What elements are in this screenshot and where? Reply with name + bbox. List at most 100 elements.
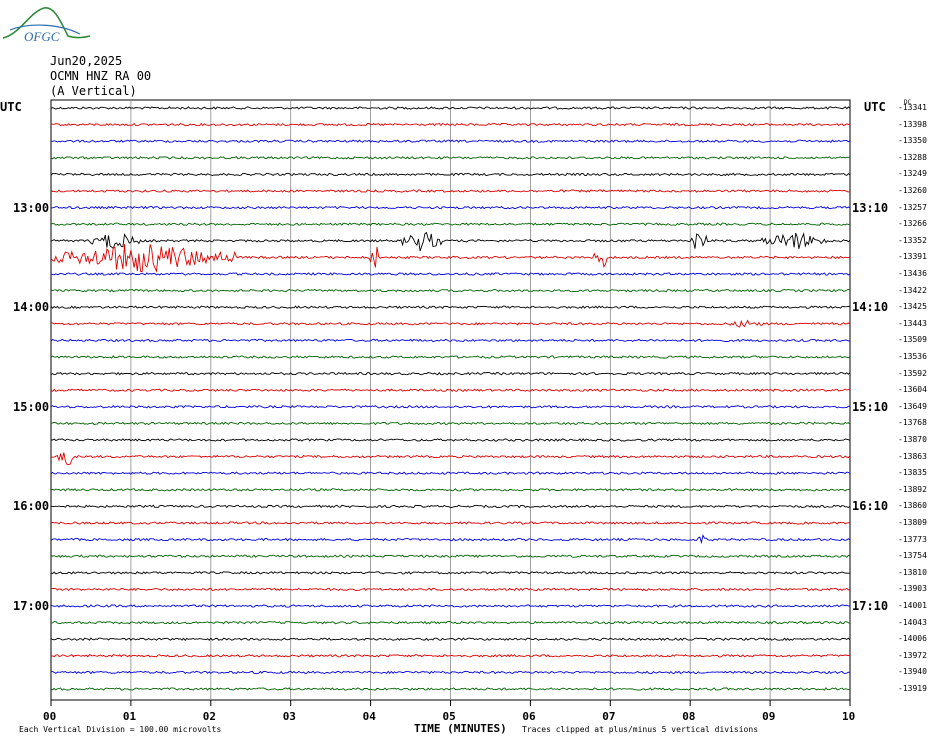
x-tick-label: 00: [43, 710, 57, 723]
trace-line-23: [50, 488, 851, 492]
trace-offset-label: -13422: [898, 285, 927, 295]
trace-line-30: [50, 604, 851, 608]
x-tick-label: 09: [762, 710, 776, 723]
trace-line-35: [50, 687, 850, 691]
trace-line-13: [50, 319, 851, 328]
trace-line-0: [50, 106, 851, 110]
trace-offset-label: -13249: [898, 169, 927, 179]
trace-line-14: [50, 338, 851, 343]
trace-line-33: [50, 654, 851, 658]
trace-line-18: [50, 404, 851, 409]
clip-note: Traces clipped at plus/minus 5 vertical …: [522, 725, 759, 734]
trace-line-32: [50, 637, 851, 642]
trace-offset-label: -13536: [898, 352, 927, 361]
trace-offset-label: -13903: [898, 584, 927, 594]
scale-note: Each Vertical Division = 100.00 microvol…: [19, 725, 222, 734]
trace-offset-label: -13863: [898, 451, 927, 461]
trace-offset-label: -13940: [898, 667, 927, 677]
utc-left-label: UTC: [0, 100, 22, 114]
x-tick-label: 10: [842, 710, 856, 723]
trace-offset-label: -13288: [898, 152, 927, 162]
hour-label-left: 13:00: [13, 200, 50, 215]
trace-offset-label: -13266: [898, 219, 927, 229]
x-tick-label: 06: [522, 710, 536, 723]
trace-offset-label: -13773: [898, 534, 927, 544]
trace-line-31: [50, 620, 851, 625]
trace-offset-label: -13604: [898, 385, 927, 395]
trace-line-21: [51, 452, 851, 466]
trace-offset-label: -14043: [898, 617, 927, 627]
trace-offset-label: -13352: [898, 235, 927, 245]
trace-offset-label: -13754: [898, 551, 927, 561]
x-axis-label: TIME (MINUTES): [414, 722, 507, 735]
trace-offset-label: -13509: [898, 335, 927, 345]
logo-mountain-icon: [2, 7, 91, 39]
trace-line-16: [50, 371, 851, 376]
trace-offset-label: -13892: [898, 484, 927, 494]
hour-label-left: 14:00: [13, 300, 50, 315]
trace-offset-label: -13972: [898, 650, 927, 660]
trace-offset-label: -13398: [898, 119, 927, 129]
hour-label-right: 13:10: [852, 200, 889, 215]
header-station: OCMN HNZ RA 00: [50, 69, 152, 83]
trace-line-12: [50, 305, 851, 309]
trace-offset-label: -13257: [898, 202, 927, 212]
trace-offset-label: -13919: [898, 684, 927, 693]
trace-offset-label: -13870: [898, 435, 927, 444]
trace-offset-label: -13768: [898, 418, 927, 428]
trace-line-5: [50, 189, 850, 193]
trace-line-28: [50, 571, 851, 575]
logo-text: OFGC: [24, 29, 60, 44]
trace-offset-label: -13350: [898, 136, 927, 146]
hour-label-right: 15:10: [852, 399, 889, 414]
x-tick-label: 03: [282, 710, 296, 723]
trace-line-11: [50, 288, 851, 293]
trace-offset-label: -14001: [898, 601, 927, 610]
trace-line-26: [50, 534, 851, 545]
offset-prefix-label: DC: [904, 99, 912, 106]
trace-offset-label: -14006: [898, 634, 927, 644]
trace-offset-label: -13649: [898, 401, 927, 411]
trace-offset-label: -13443: [898, 318, 927, 328]
trace-offset-label: -13810: [898, 567, 927, 577]
x-tick-label: 01: [122, 710, 137, 723]
trace-line-29: [50, 587, 851, 592]
trace-line-6: [50, 205, 851, 210]
trace-line-8: [50, 231, 851, 252]
trace-line-1: [50, 122, 851, 127]
trace-line-9: [50, 244, 851, 273]
trace-line-19: [50, 421, 851, 426]
trace-line-17: [50, 388, 851, 392]
hour-label-left: 17:00: [13, 599, 50, 613]
utc-right-label: UTC: [864, 100, 886, 114]
trace-line-4: [50, 172, 851, 177]
trace-offset-label: -13592: [898, 368, 927, 378]
trace-line-10: [50, 272, 851, 276]
header-component: (A Vertical): [50, 84, 137, 98]
trace-line-7: [50, 222, 851, 226]
trace-line-34: [51, 670, 851, 675]
trace-line-24: [50, 504, 851, 509]
trace-offset-label: -13860: [898, 501, 927, 511]
trace-line-2: [51, 139, 851, 143]
header-date: Jun20,2025: [50, 54, 123, 68]
trace-offset-label: -13436: [898, 269, 927, 278]
x-tick-label: 05: [442, 710, 456, 723]
trace-line-20: [50, 438, 851, 442]
hour-label-right: 17:10: [852, 599, 889, 613]
trace-offset-label: -13425: [898, 302, 927, 312]
x-tick-label: 08: [682, 710, 696, 723]
trace-offset-label: -13260: [898, 186, 927, 195]
x-tick-label: 04: [362, 710, 376, 723]
trace-offset-label: -13809: [898, 518, 927, 527]
trace-offset-label: -13391: [898, 252, 927, 262]
x-tick-label: 02: [202, 710, 217, 723]
hour-label-left: 15:00: [13, 399, 50, 414]
trace-line-25: [50, 521, 851, 525]
trace-line-22: [50, 471, 851, 475]
ofgc-logo: OFGC: [2, 7, 91, 44]
trace-line-3: [50, 156, 851, 160]
x-tick-label: 07: [602, 710, 616, 723]
hour-label-right: 14:10: [852, 300, 889, 315]
